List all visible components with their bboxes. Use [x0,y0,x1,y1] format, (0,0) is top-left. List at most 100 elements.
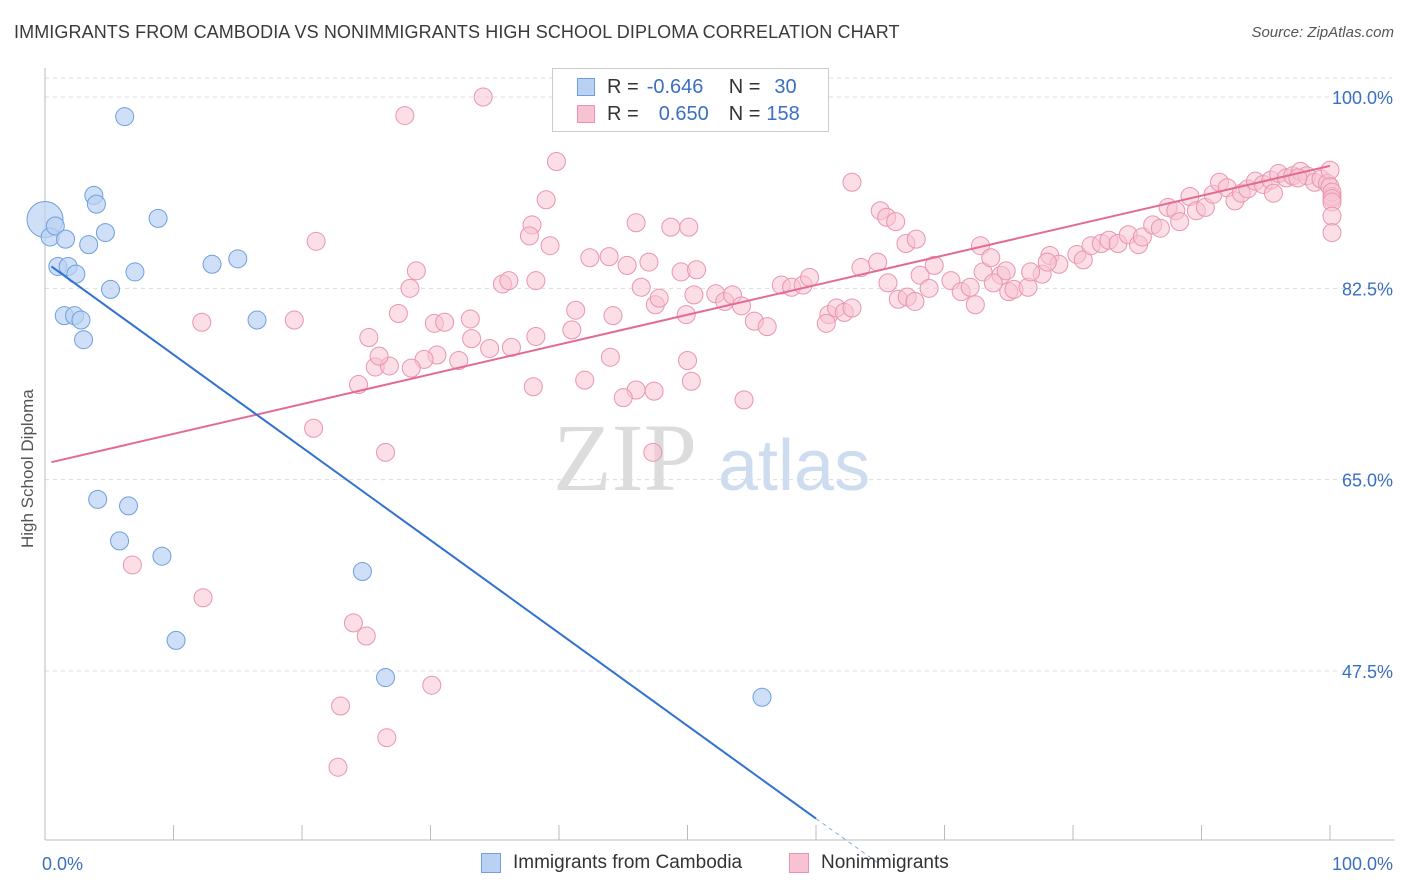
nonimmigrant-point [684,285,704,305]
y-tick-label: 100.0% [1332,88,1393,108]
nonimmigrant-point [996,261,1016,281]
nonimmigrant-point [122,555,142,575]
r-value: 0.650 [658,102,709,125]
nonimmigrant-point [965,295,985,315]
nonimmigrant-point [1322,206,1342,226]
cambodia-point [56,229,76,249]
cambodia-point [148,208,168,228]
n-label: N = [728,102,761,125]
nonimmigrant-point [878,273,898,293]
nonimmigrant-point [649,288,669,308]
nonimmigrant-point [376,442,396,462]
cambodia-point [115,107,135,127]
cambodia-point [71,310,91,330]
nonimmigrant-point [1170,212,1190,232]
r-label: R = [607,75,639,98]
nonimmigrant-point [566,300,586,320]
cambodia-point [79,235,99,255]
cambodia-point [202,254,222,274]
nonimmigrant-point [731,296,751,316]
legend-item-cambodia: Immigrants from Cambodia [481,852,742,874]
cambodia-point [752,687,772,707]
nonimmigrant-point [643,442,663,462]
nonimmigrant-point [603,306,623,326]
nonimmigrant-point [686,260,706,280]
nonimmigrant-point [580,248,600,268]
y-tick-label: 47.5% [1342,662,1393,682]
nonimmigrant-point [960,277,980,297]
source-label: Source: ZipAtlas.com [1251,24,1394,41]
cambodia-point [228,249,248,269]
nonimmigrant-point [679,217,699,237]
nonimmigrant-point [540,236,560,256]
nonimmigrant-point [631,277,651,297]
nonimmigrant-point [499,271,519,291]
legend-swatch-blue [577,78,595,96]
cambodia-point [45,216,65,236]
x-tick-label: 0.0% [42,854,83,874]
nonimmigrant-point [193,588,213,608]
nonimmigrant-point [919,278,939,298]
nonimmigrant-trendline [51,164,1331,464]
nonimmigrant-point [1320,160,1340,180]
n-value: 30 [774,75,797,98]
n-label: N = [728,75,761,98]
legend-label: Immigrants from Cambodia [513,852,743,873]
nonimmigrant-point [359,328,379,348]
nonimmigrant-point [757,317,777,337]
series-legend: Immigrants from Cambodia Nonimmigrants [0,852,1406,876]
cambodia-point [352,562,372,582]
nonimmigrant-point [388,303,408,323]
nonimmigrant-point [192,312,212,332]
nonimmigrant-point [422,675,442,695]
cambodia-point [95,223,115,243]
nonimmigrant-point [343,613,363,633]
legend-row-nonimmigrants: R = 0.650 N = 158 [577,102,800,126]
nonimmigrant-point [435,312,455,332]
nonimmigrant-point [800,267,820,287]
nonimmigrant-point [661,217,681,237]
nonimmigrant-point [886,212,906,232]
nonimmigrant-point [924,255,944,275]
cambodia-trendline [50,265,817,820]
cambodia-trendline-extension [815,818,881,865]
nonimmigrant-point [395,106,415,126]
legend-swatch-pink [577,105,595,123]
nonimmigrant-point [644,381,664,401]
correlation-legend: R = -0.646 N = 30 R = 0.650 N = 158 [552,68,829,132]
chart-title: IMMIGRANTS FROM CAMBODIA VS NONIMMIGRANT… [14,22,900,42]
nonimmigrant-point [473,87,493,107]
cambodia-point [166,630,186,650]
legend-swatch-pink [789,853,809,873]
nonimmigrant-point [546,152,566,172]
nonimmigrant-point [613,388,633,408]
cambodia-point [119,496,139,516]
watermark-atlas: atlas [718,426,870,506]
nonimmigrant-point [526,326,546,346]
nonimmigrant-point [600,347,620,367]
nonimmigrant-point [983,273,1003,293]
cambodia-point [376,668,396,688]
nonimmigrant-point [401,358,421,378]
nonimmigrant-point [816,313,836,333]
r-label: R = [607,102,639,125]
nonimmigrant-point [617,255,637,275]
nonimmigrant-point [842,172,862,192]
cambodia-point [86,194,106,214]
nonimmigrant-point [369,346,389,366]
nonimmigrant-point [406,261,426,281]
nonimmigrant-point [905,291,925,311]
nonimmigrant-point [1263,183,1283,203]
nonimmigrant-point [1322,223,1342,243]
nonimmigrant-point [639,252,659,272]
nonimmigrant-point [981,248,1001,268]
nonimmigrant-point [1150,218,1170,238]
nonimmigrant-point [480,338,500,358]
nonimmigrant-point [284,310,304,330]
nonimmigrant-point [575,370,595,390]
nonimmigrant-point [906,229,926,249]
nonimmigrant-point [356,626,376,646]
legend-row-cambodia: R = -0.646 N = 30 [577,75,797,99]
nonimmigrant-point [599,247,619,267]
nonimmigrant-point [519,226,539,246]
